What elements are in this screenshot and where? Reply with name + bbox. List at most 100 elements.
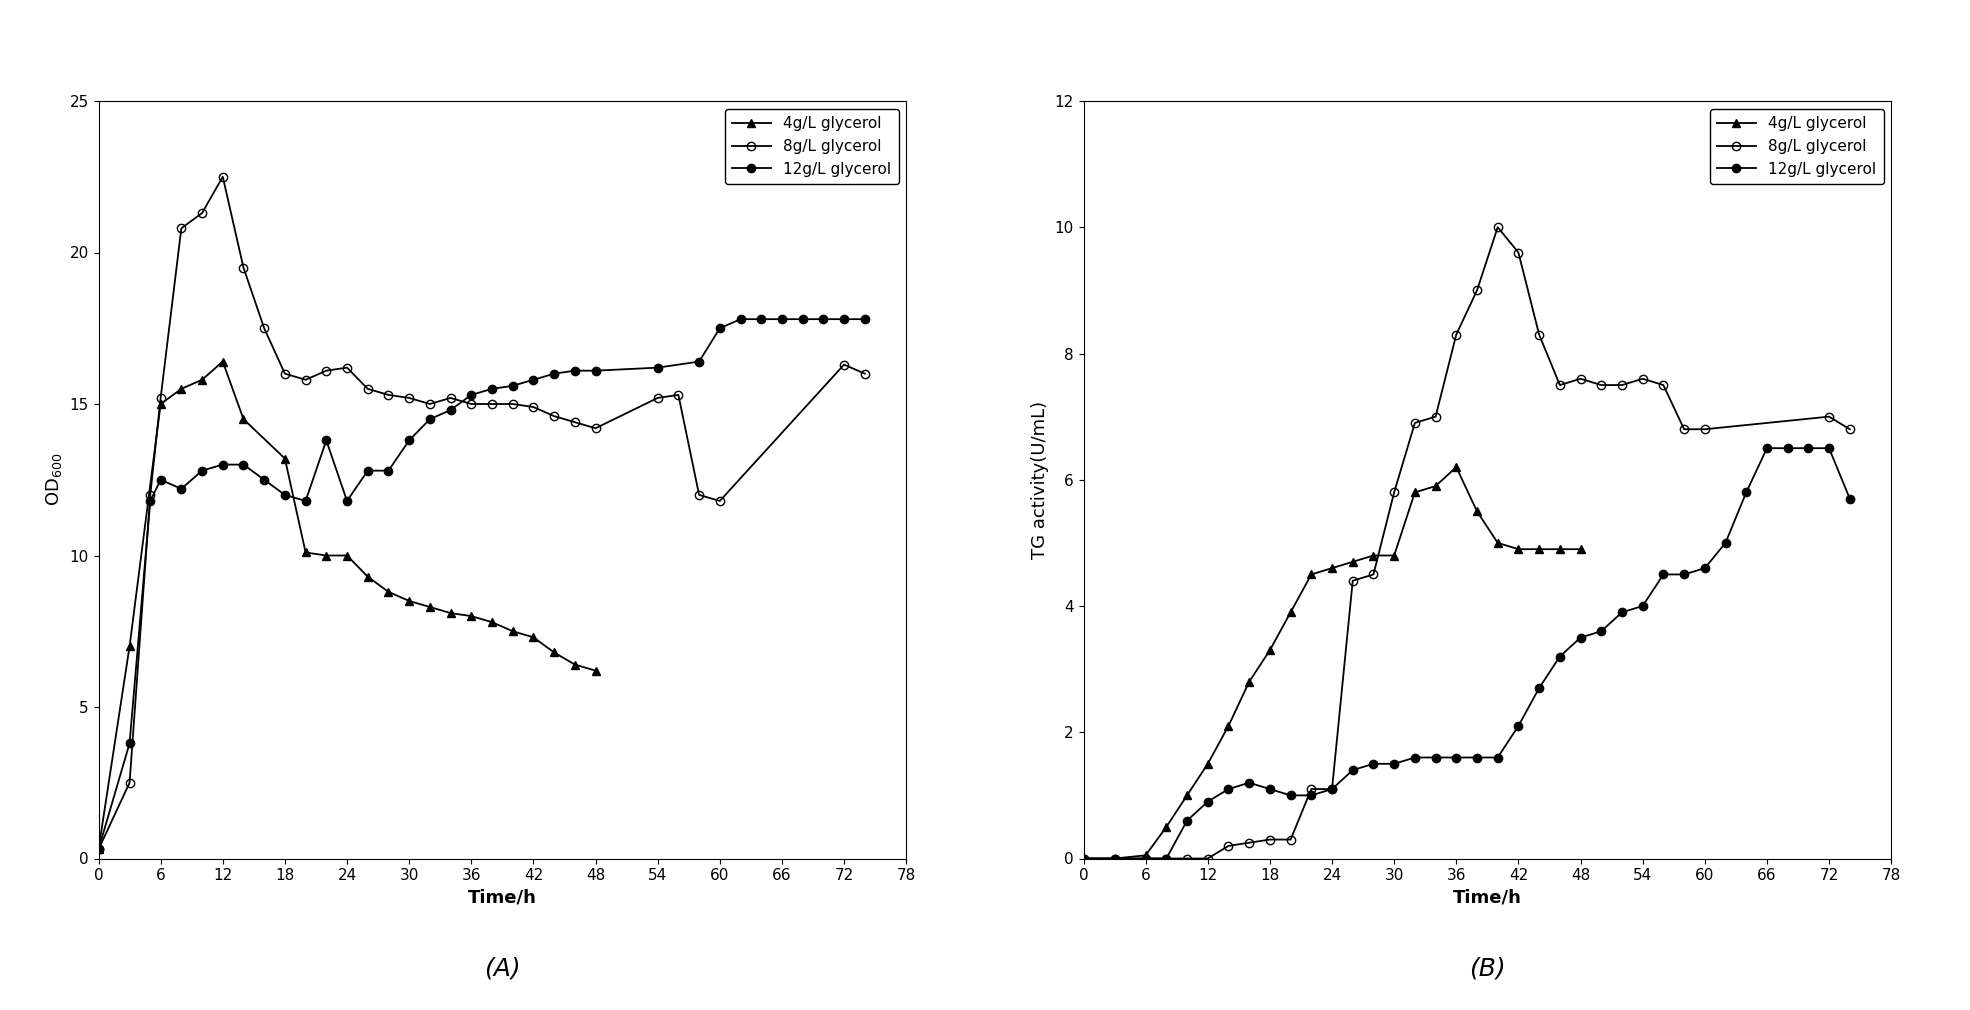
4g/L glycerol: [522, 631, 546, 643]
12g/L glycerol: [1651, 569, 1674, 581]
4g/L glycerol: [1279, 606, 1302, 618]
8g/L glycerol: [688, 489, 711, 501]
12g/L glycerol: [1507, 720, 1531, 732]
12g/L glycerol: [1673, 569, 1696, 581]
4g/L glycerol: [1237, 676, 1261, 688]
8g/L glycerol: [1548, 379, 1572, 391]
4g/L glycerol: [87, 843, 110, 855]
8g/L glycerol: [1361, 569, 1385, 581]
8g/L glycerol: [1237, 836, 1261, 848]
8g/L glycerol: [138, 489, 162, 501]
4g/L glycerol: [211, 356, 234, 368]
12g/L glycerol: [1734, 487, 1757, 499]
8g/L glycerol: [831, 359, 855, 371]
12g/L glycerol: [646, 362, 670, 374]
12g/L glycerol: [542, 368, 565, 380]
8g/L glycerol: [1320, 783, 1344, 795]
12g/L glycerol: [294, 495, 317, 507]
12g/L glycerol: [500, 380, 524, 392]
Legend: 4g/L glycerol, 8g/L glycerol, 12g/L glycerol: 4g/L glycerol, 8g/L glycerol, 12g/L glyc…: [1710, 109, 1883, 184]
12g/L glycerol: [439, 404, 463, 416]
4g/L glycerol: [1403, 487, 1426, 499]
12g/L glycerol: [118, 737, 142, 749]
12g/L glycerol: [583, 365, 607, 377]
4g/L glycerol: [418, 601, 441, 613]
4g/L glycerol: [294, 546, 317, 559]
12g/L glycerol: [1527, 682, 1550, 694]
12g/L glycerol: [1755, 442, 1779, 454]
8g/L glycerol: [87, 843, 110, 855]
12g/L glycerol: [232, 459, 256, 471]
4g/L glycerol: [315, 549, 339, 562]
12g/L glycerol: [1279, 790, 1302, 802]
12g/L glycerol: [1259, 783, 1282, 795]
12g/L glycerol: [1403, 751, 1426, 764]
12g/L glycerol: [150, 474, 173, 486]
12g/L glycerol: [1176, 814, 1200, 826]
8g/L glycerol: [118, 777, 142, 789]
8g/L glycerol: [335, 362, 359, 374]
12g/L glycerol: [831, 313, 855, 325]
8g/L glycerol: [1424, 410, 1448, 422]
8g/L glycerol: [1838, 423, 1862, 435]
8g/L glycerol: [1259, 833, 1282, 845]
Line: 4g/L glycerol: 4g/L glycerol: [1080, 463, 1584, 863]
8g/L glycerol: [1403, 417, 1426, 429]
12g/L glycerol: [1797, 442, 1820, 454]
4g/L glycerol: [542, 646, 565, 659]
12g/L glycerol: [729, 313, 753, 325]
Text: (A): (A): [485, 957, 520, 981]
4g/L glycerol: [1320, 562, 1344, 574]
4g/L glycerol: [563, 659, 587, 671]
12g/L glycerol: [1590, 625, 1613, 637]
4g/L glycerol: [1485, 537, 1509, 549]
4g/L glycerol: [1568, 543, 1592, 556]
X-axis label: Time/h: Time/h: [1454, 889, 1521, 907]
12g/L glycerol: [563, 365, 587, 377]
12g/L glycerol: [1424, 751, 1448, 764]
8g/L glycerol: [459, 398, 483, 410]
12g/L glycerol: [853, 313, 877, 325]
4g/L glycerol: [150, 398, 173, 410]
4g/L glycerol: [232, 413, 256, 425]
4g/L glycerol: [1424, 480, 1448, 492]
12g/L glycerol: [335, 495, 359, 507]
12g/L glycerol: [1196, 796, 1219, 808]
12g/L glycerol: [1466, 751, 1489, 764]
8g/L glycerol: [315, 365, 339, 377]
8g/L glycerol: [1072, 852, 1095, 865]
8g/L glycerol: [1631, 373, 1655, 385]
4g/L glycerol: [1300, 569, 1324, 581]
8g/L glycerol: [1444, 328, 1468, 340]
12g/L glycerol: [707, 322, 731, 334]
8g/L glycerol: [1342, 575, 1365, 587]
12g/L glycerol: [1838, 493, 1862, 505]
8g/L glycerol: [646, 392, 670, 404]
4g/L glycerol: [1196, 758, 1219, 770]
8g/L glycerol: [232, 262, 256, 274]
4g/L glycerol: [439, 607, 463, 619]
12g/L glycerol: [1485, 751, 1509, 764]
12g/L glycerol: [790, 313, 814, 325]
12g/L glycerol: [770, 313, 794, 325]
4g/L glycerol: [169, 383, 193, 395]
8g/L glycerol: [500, 398, 524, 410]
8g/L glycerol: [542, 410, 565, 422]
4g/L glycerol: [1361, 549, 1385, 562]
8g/L glycerol: [1103, 852, 1127, 865]
12g/L glycerol: [418, 413, 441, 425]
12g/L glycerol: [1154, 852, 1178, 865]
4g/L glycerol: [1259, 644, 1282, 656]
12g/L glycerol: [1103, 852, 1127, 865]
8g/L glycerol: [1176, 852, 1200, 865]
8g/L glycerol: [191, 207, 215, 219]
Line: 4g/L glycerol: 4g/L glycerol: [95, 358, 599, 853]
12g/L glycerol: [1072, 852, 1095, 865]
12g/L glycerol: [1775, 442, 1799, 454]
4g/L glycerol: [1154, 821, 1178, 833]
8g/L glycerol: [666, 389, 689, 401]
12g/L glycerol: [315, 434, 339, 446]
4g/L glycerol: [1342, 556, 1365, 568]
8g/L glycerol: [1692, 423, 1716, 435]
4g/L glycerol: [481, 616, 504, 628]
